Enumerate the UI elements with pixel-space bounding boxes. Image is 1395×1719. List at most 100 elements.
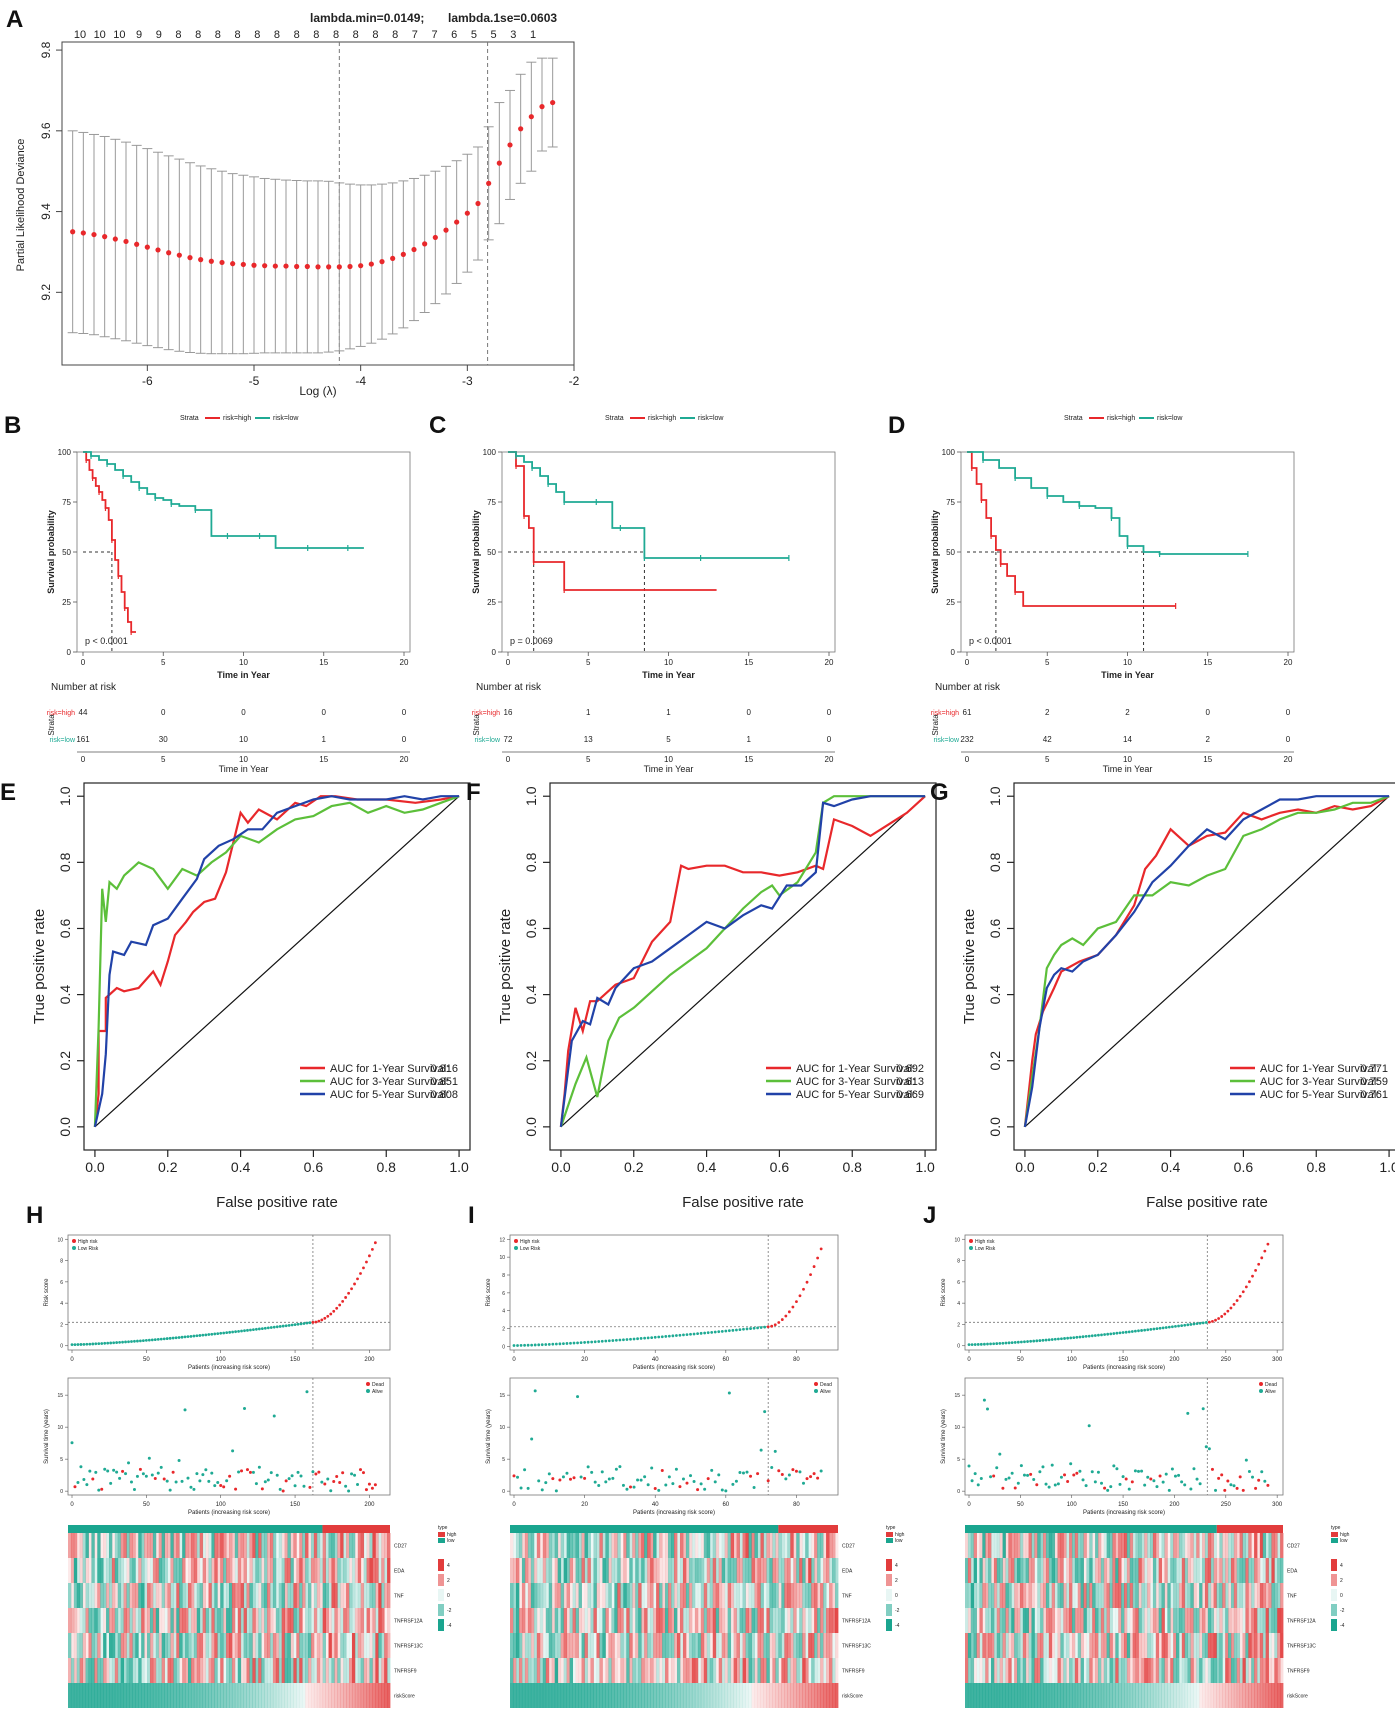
heatmap-cell bbox=[691, 1533, 696, 1558]
heatmap-cell bbox=[814, 1583, 818, 1608]
score-point bbox=[554, 1342, 558, 1346]
heatmap-cell bbox=[158, 1558, 163, 1583]
heatmap-cell bbox=[1277, 1608, 1281, 1633]
heatmap-cell bbox=[967, 1583, 972, 1608]
heatmap-cell bbox=[1118, 1558, 1122, 1583]
legend-auc: 0.692 bbox=[896, 1063, 924, 1075]
heatmap-cell bbox=[1011, 1608, 1015, 1633]
heatmap-cell bbox=[784, 1558, 788, 1583]
gene-label: TNFRSF9 bbox=[394, 1669, 417, 1675]
score-point bbox=[519, 1344, 523, 1347]
score-point bbox=[569, 1341, 572, 1345]
nonzero-count: 3 bbox=[510, 29, 516, 41]
heatmap-cell bbox=[1277, 1658, 1281, 1683]
heatmap-cell bbox=[835, 1558, 839, 1583]
heatmap-cell bbox=[226, 1558, 230, 1583]
heatmap-cell bbox=[214, 1608, 218, 1633]
time-point bbox=[699, 1482, 703, 1486]
heatmap-cell bbox=[1274, 1583, 1278, 1608]
heatmap-cell bbox=[240, 1683, 245, 1708]
score-point bbox=[82, 1342, 86, 1346]
heatmap-cell bbox=[1034, 1558, 1038, 1583]
heatmap-cell bbox=[1254, 1633, 1258, 1658]
heatmap-cell bbox=[97, 1683, 101, 1708]
heatmap-cell bbox=[760, 1558, 764, 1583]
heatmap-cell bbox=[1121, 1608, 1125, 1633]
heatmap-cell bbox=[1071, 1583, 1076, 1608]
heatmap-cell bbox=[1216, 1608, 1220, 1633]
heatmap-cell bbox=[1147, 1533, 1151, 1558]
heatmap-cell bbox=[305, 1658, 309, 1683]
heatmap-cell bbox=[608, 1558, 612, 1583]
heatmap-legend-label: high bbox=[895, 1532, 905, 1538]
risk-count: 2 bbox=[1045, 708, 1050, 717]
heatmap-cell bbox=[182, 1533, 186, 1558]
heatmap-cell bbox=[554, 1533, 559, 1558]
heatmap-cell bbox=[111, 1583, 116, 1608]
heatmap-cell bbox=[1178, 1533, 1183, 1558]
y-tick-label: 75 bbox=[946, 498, 955, 507]
heatmap-cell bbox=[138, 1533, 142, 1558]
time-point bbox=[674, 1467, 678, 1471]
heatmap-cell bbox=[375, 1583, 379, 1608]
heatmap-cell bbox=[1011, 1633, 1015, 1658]
score-point bbox=[240, 1329, 243, 1333]
heatmap-cell bbox=[100, 1658, 104, 1683]
roc-curve bbox=[559, 795, 926, 1128]
deviance-point bbox=[507, 142, 513, 148]
heatmap-cell bbox=[1097, 1633, 1102, 1658]
heatmap-cell bbox=[826, 1533, 830, 1558]
y-tick-label: 2 bbox=[957, 1322, 960, 1328]
heatmap-cell bbox=[808, 1658, 812, 1683]
color-scale-block bbox=[1331, 1589, 1337, 1601]
heatmap-cell bbox=[1170, 1558, 1174, 1583]
time-point bbox=[533, 1389, 537, 1393]
heatmap-cell bbox=[665, 1658, 669, 1683]
heatmap-cell bbox=[246, 1608, 250, 1633]
score-point bbox=[127, 1340, 130, 1344]
y-tick-label: 50 bbox=[487, 548, 496, 557]
heatmap-cell bbox=[346, 1608, 350, 1633]
heatmap-cell bbox=[281, 1633, 286, 1658]
heatmap-cell bbox=[1045, 1583, 1050, 1608]
heatmap-cell bbox=[979, 1633, 983, 1658]
heatmap-cell bbox=[173, 1658, 177, 1683]
heatmap-cell bbox=[366, 1533, 370, 1558]
heatmap-cell bbox=[1187, 1633, 1191, 1658]
heatmap-cell bbox=[982, 1533, 986, 1558]
heatmap-cell bbox=[620, 1608, 624, 1633]
y-tick-label: 4 bbox=[502, 1309, 505, 1315]
heatmap-cell bbox=[620, 1683, 624, 1708]
heatmap-cell bbox=[252, 1633, 256, 1658]
heatmap-cell bbox=[152, 1658, 157, 1683]
score-point bbox=[195, 1334, 199, 1338]
time-point bbox=[664, 1483, 668, 1487]
score-point bbox=[639, 1337, 643, 1340]
heatmap-cell bbox=[217, 1683, 221, 1708]
y-tick-label: 5 bbox=[60, 1457, 63, 1463]
heatmap-cell bbox=[1129, 1683, 1134, 1708]
heatmap-cell bbox=[305, 1533, 309, 1558]
heatmap-cell bbox=[91, 1558, 95, 1583]
heatmap-cell bbox=[255, 1608, 259, 1633]
heatmap-cell bbox=[1202, 1558, 1206, 1583]
heatmap-cell bbox=[1176, 1558, 1180, 1583]
heatmap-cell bbox=[778, 1658, 782, 1683]
time-point bbox=[692, 1479, 696, 1483]
heatmap-cell bbox=[1115, 1658, 1119, 1683]
heatmap-cell bbox=[793, 1558, 797, 1583]
heatmap-cell bbox=[214, 1583, 218, 1608]
heatmap-cell bbox=[217, 1533, 221, 1558]
heatmap-cell bbox=[590, 1533, 594, 1558]
heatmap-cell bbox=[1138, 1583, 1142, 1608]
heatmap-cell bbox=[1095, 1533, 1099, 1558]
heatmap-cell bbox=[375, 1558, 379, 1583]
time-point bbox=[1201, 1407, 1205, 1411]
heatmap-cell bbox=[1008, 1633, 1012, 1658]
color-scale-label: 4 bbox=[1340, 1563, 1343, 1569]
heatmap-cell bbox=[999, 1658, 1003, 1683]
heatmap-cell bbox=[1103, 1533, 1108, 1558]
gene-label: TNF bbox=[1287, 1594, 1297, 1600]
heatmap-cell bbox=[1242, 1633, 1246, 1658]
heatmap-cell bbox=[1228, 1633, 1232, 1658]
